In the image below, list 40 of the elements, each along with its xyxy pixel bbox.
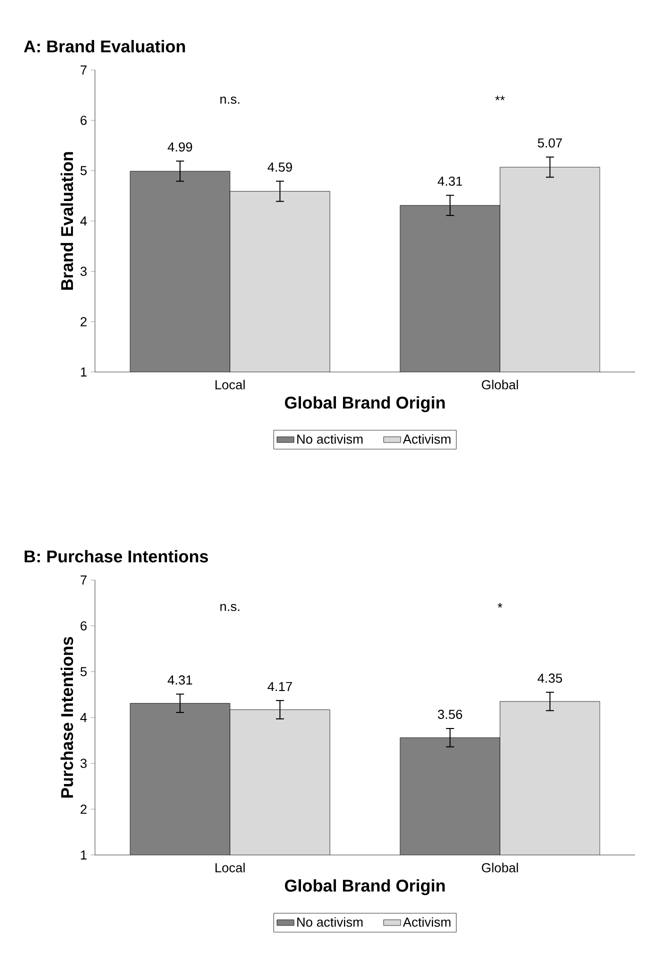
data-label: 4.59	[268, 162, 292, 172]
y-tick-label: 2	[80, 317, 87, 326]
chart-title: B: Purchase Intentions	[24, 550, 208, 562]
x-axis-title: Global Brand Origin	[284, 879, 445, 896]
y-tick-label: 5	[80, 166, 87, 176]
data-label: 4.99	[168, 142, 192, 152]
legend-label: Activism	[402, 434, 450, 444]
y-tick-label: 7	[80, 576, 87, 584]
y-tick-label: 1	[80, 368, 87, 376]
legend-label: No activism	[297, 434, 363, 444]
x-axis-title: Global Brand Origin	[284, 396, 445, 412]
annotation: n.s.	[220, 604, 240, 612]
data-label: 5.07	[538, 138, 562, 148]
y-tick-label: 4	[80, 713, 87, 722]
x-tick-label: Local	[216, 862, 245, 872]
y-axis-title: Purchase Intentions	[60, 636, 74, 798]
y-tick-label: 6	[80, 116, 87, 125]
data-label: 3.56	[438, 710, 462, 719]
y-tick-label: 5	[80, 667, 87, 676]
x-tick-label: Global	[482, 380, 518, 390]
y-axis-title: Brand Evaluation	[60, 152, 74, 290]
annotation: *	[498, 603, 502, 608]
x-tick-label: Local	[216, 380, 245, 390]
y-tick-label: 3	[80, 266, 87, 276]
y-tick-label: 3	[80, 758, 87, 768]
data-label: 4.31	[168, 675, 192, 685]
y-tick-label: 4	[80, 216, 87, 226]
y-tick-label: 7	[80, 66, 87, 74]
annotation: **	[495, 96, 505, 100]
chart-title: A: Brand Evaluation	[24, 40, 185, 52]
y-tick-label: 1	[80, 850, 87, 860]
data-label: 4.31	[438, 176, 462, 186]
legend-label: No activism	[297, 917, 363, 927]
annotation: n.s.	[220, 96, 240, 104]
data-label: 4.17	[268, 682, 292, 692]
x-tick-label: Global	[482, 862, 518, 872]
y-tick-label: 2	[80, 804, 87, 814]
y-tick-label: 6	[80, 621, 87, 630]
legend-label: Activism	[402, 917, 450, 927]
data-label: 4.35	[538, 674, 562, 683]
